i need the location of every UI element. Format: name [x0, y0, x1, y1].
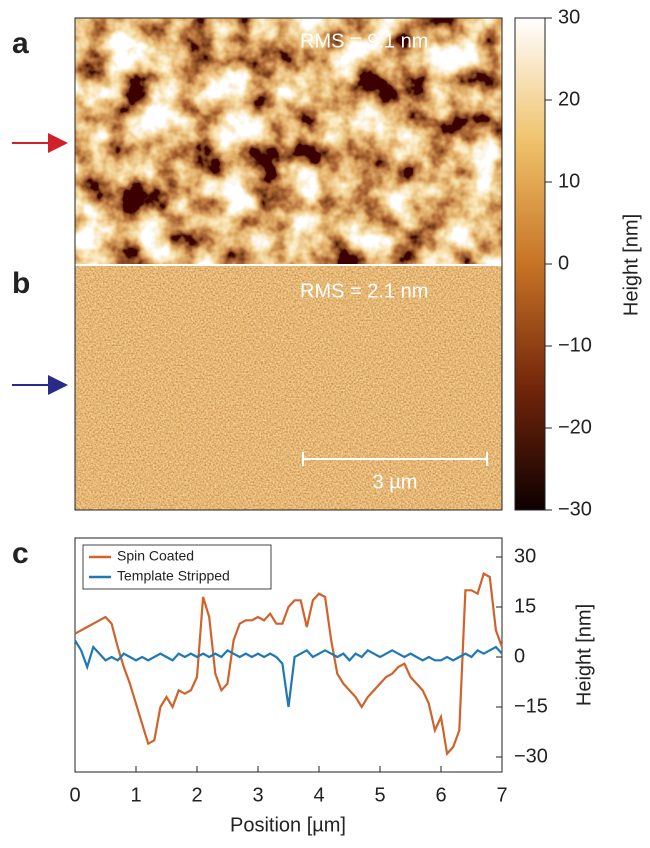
x-tick-label: 1 — [130, 784, 141, 806]
afm-image-b — [75, 265, 502, 510]
afm-image-a — [75, 18, 502, 265]
colorbar-tick-label: −10 — [558, 334, 592, 356]
x-tick-label: 3 — [252, 784, 263, 806]
colorbar-tick-label: 10 — [558, 170, 580, 192]
series-line — [74, 639, 503, 708]
scale-bar-label: 3 µm — [373, 471, 418, 493]
colorbar-label: Height [nm] — [620, 214, 642, 316]
colorbar — [514, 17, 546, 511]
panel-label: b — [12, 267, 30, 300]
y-tick-label: −15 — [514, 695, 548, 717]
series-line — [74, 572, 504, 757]
rms-label: RMS = 9.1 nm — [300, 30, 428, 52]
colorbar-tick-label: 30 — [558, 6, 580, 28]
legend-label: Spin Coated — [117, 548, 194, 564]
plot-frame — [74, 537, 503, 773]
y-tick-label: 0 — [514, 645, 525, 667]
y-tick-label: 30 — [514, 545, 536, 567]
colorbar-tick-label: 0 — [558, 252, 569, 274]
y-tick-label: −30 — [514, 745, 548, 767]
image-frame — [74, 17, 503, 511]
colorbar-tick-label: −20 — [558, 416, 592, 438]
scale-bar — [302, 452, 488, 466]
y-tick-label: 15 — [514, 595, 536, 617]
colorbar-tick-label: 20 — [558, 88, 580, 110]
x-tick-label: 6 — [435, 784, 446, 806]
x-tick-label: 7 — [496, 784, 507, 806]
colorbar-tick-label: −30 — [558, 498, 592, 520]
x-axis-label: Position [µm] — [230, 814, 346, 836]
x-tick-label: 2 — [191, 784, 202, 806]
rms-label: RMS = 2.1 nm — [300, 280, 428, 302]
legend-box — [82, 544, 272, 590]
x-tick-label: 0 — [69, 784, 80, 806]
x-tick-label: 4 — [313, 784, 324, 806]
legend-label: Template Stripped — [117, 568, 230, 584]
y-axis-label: Height [nm] — [573, 604, 595, 706]
x-tick-label: 5 — [374, 784, 385, 806]
panel-label: c — [12, 537, 29, 570]
panel-label: a — [12, 27, 29, 60]
